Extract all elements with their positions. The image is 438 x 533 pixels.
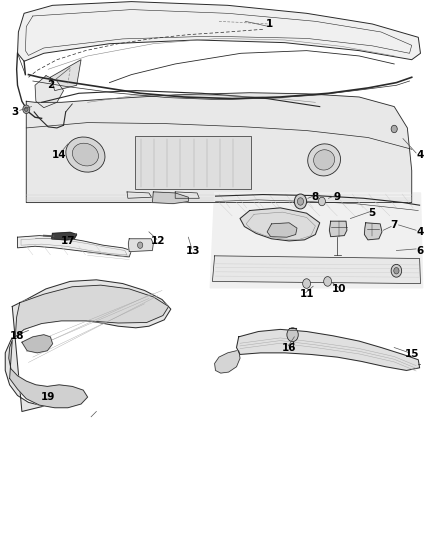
Text: 4: 4 — [417, 150, 424, 159]
Text: 12: 12 — [150, 236, 165, 246]
Polygon shape — [50, 60, 81, 91]
Circle shape — [391, 264, 402, 277]
Polygon shape — [22, 335, 53, 353]
Text: 2: 2 — [47, 80, 54, 90]
FancyBboxPatch shape — [135, 136, 251, 189]
Text: 10: 10 — [332, 284, 347, 294]
Text: 19: 19 — [41, 392, 55, 402]
Polygon shape — [267, 223, 297, 237]
Polygon shape — [128, 239, 153, 252]
Ellipse shape — [66, 137, 105, 172]
Polygon shape — [18, 2, 420, 61]
Text: 7: 7 — [391, 220, 398, 230]
Polygon shape — [26, 93, 412, 203]
Polygon shape — [240, 208, 320, 241]
Polygon shape — [35, 76, 64, 108]
Text: 4: 4 — [417, 227, 424, 237]
Circle shape — [297, 198, 304, 205]
Text: 9: 9 — [334, 192, 341, 202]
Text: 11: 11 — [299, 289, 314, 299]
Polygon shape — [329, 221, 347, 237]
Text: 6: 6 — [417, 246, 424, 255]
Circle shape — [25, 107, 28, 111]
Text: 13: 13 — [185, 246, 200, 255]
Circle shape — [391, 125, 397, 133]
Polygon shape — [5, 280, 171, 411]
Text: 18: 18 — [10, 331, 25, 341]
Polygon shape — [210, 193, 423, 288]
Circle shape — [23, 105, 30, 114]
Ellipse shape — [314, 150, 335, 170]
Circle shape — [138, 242, 143, 248]
Text: 5: 5 — [369, 208, 376, 218]
Text: 3: 3 — [12, 107, 19, 117]
Polygon shape — [152, 192, 188, 204]
Polygon shape — [9, 340, 88, 408]
Text: 8: 8 — [312, 192, 319, 202]
Circle shape — [303, 279, 311, 288]
Polygon shape — [364, 223, 382, 240]
Polygon shape — [15, 285, 169, 337]
Text: 17: 17 — [60, 236, 75, 246]
Circle shape — [318, 197, 325, 206]
Polygon shape — [212, 256, 420, 284]
Polygon shape — [52, 232, 77, 240]
Text: 16: 16 — [282, 343, 297, 352]
Polygon shape — [215, 351, 240, 373]
Ellipse shape — [308, 144, 340, 176]
Circle shape — [294, 194, 307, 209]
Circle shape — [324, 277, 332, 286]
Text: 14: 14 — [52, 150, 67, 159]
Polygon shape — [237, 329, 420, 370]
Circle shape — [394, 268, 399, 274]
Circle shape — [287, 328, 298, 342]
Polygon shape — [18, 236, 131, 257]
Text: 1: 1 — [266, 19, 273, 29]
Ellipse shape — [72, 143, 99, 166]
Text: 15: 15 — [404, 350, 419, 359]
